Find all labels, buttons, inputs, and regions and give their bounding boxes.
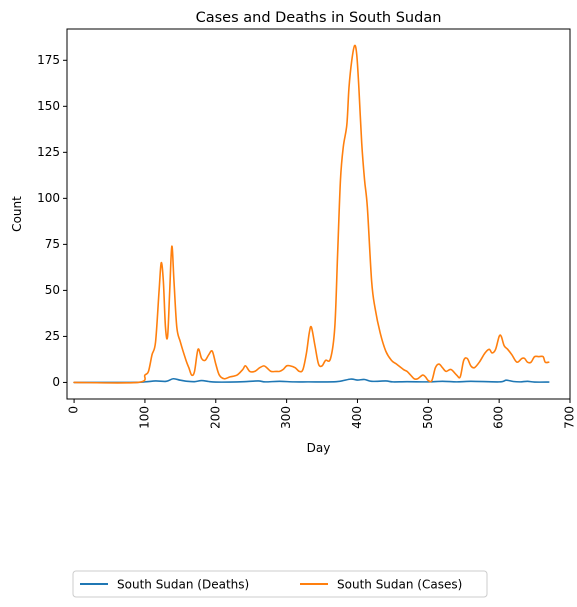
series-line-cases (73, 44, 550, 384)
y-tick-label-125: 125 (37, 145, 60, 159)
x-tick-label-700: 700 (563, 406, 577, 429)
y-axis-label: Count (10, 196, 24, 232)
legend-box (72, 570, 488, 598)
x-tick-label-100: 100 (137, 406, 151, 429)
series-line-deaths (73, 377, 550, 384)
series-layer (73, 44, 550, 384)
legend-label-deaths: South Sudan (Deaths) (117, 578, 249, 592)
legend-label-cases: South Sudan (Cases) (337, 578, 462, 592)
y-axis: 0 25 50 75 100 125 150 175 (37, 53, 67, 389)
chart-title: Cases and Deaths in South Sudan (196, 10, 442, 26)
y-tick-label-175: 175 (37, 53, 60, 67)
y-tick-label-100: 100 (37, 191, 60, 205)
x-tick-label-0: 0 (67, 406, 81, 414)
x-tick-label-300: 300 (279, 406, 293, 429)
y-tick-label-25: 25 (45, 329, 60, 343)
x-axis: 0 100 200 300 400 500 600 700 (67, 399, 577, 429)
y-tick-label-150: 150 (37, 99, 60, 113)
y-tick-label-50: 50 (45, 283, 60, 297)
x-tick-label-200: 200 (208, 406, 222, 429)
x-tick-label-600: 600 (492, 406, 506, 429)
y-tick-label-0: 0 (52, 375, 60, 389)
plot-area (66, 28, 571, 400)
legend: South Sudan (Deaths) South Sudan (Cases) (72, 570, 488, 598)
x-tick-label-400: 400 (350, 406, 364, 429)
x-axis-label: Day (307, 441, 331, 455)
y-tick-label-75: 75 (45, 237, 60, 251)
x-tick-label-500: 500 (421, 406, 435, 429)
